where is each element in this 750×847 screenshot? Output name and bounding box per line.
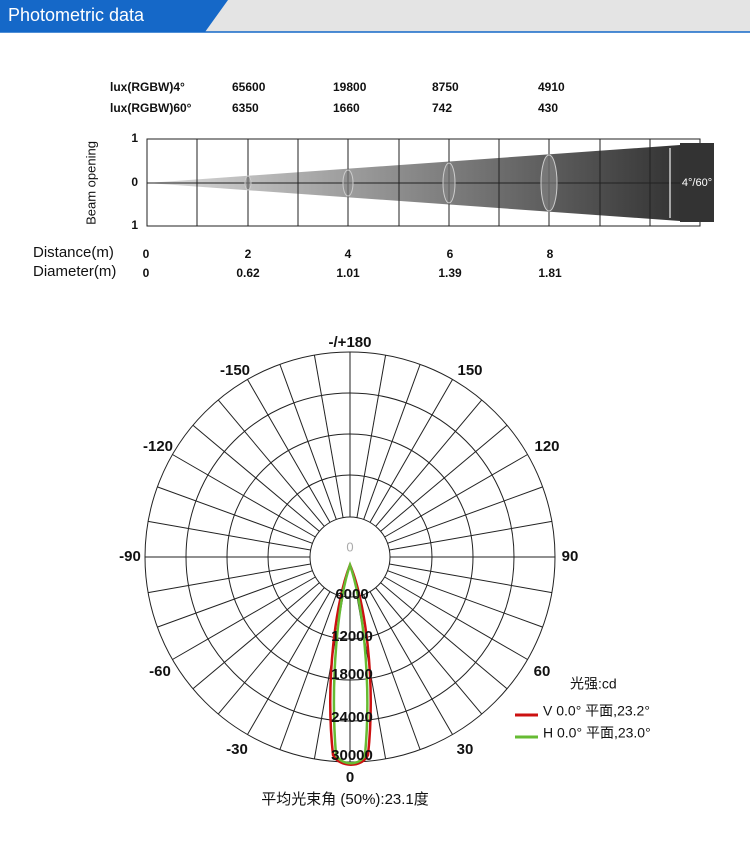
polar-spoke: [247, 591, 331, 735]
beam-diagram: 4°/60° Beam opening Distance(m) Diameter…: [33, 138, 714, 280]
angle-label: 90: [562, 548, 579, 565]
diameter: 1.81: [538, 266, 562, 280]
radial-label: 30000: [331, 747, 373, 764]
polar-spoke: [217, 399, 325, 527]
legend-entry: V 0.0° 平面,23.2°: [543, 703, 650, 719]
beam-axis-title: Beam opening: [83, 141, 98, 225]
radial-label: 18000: [331, 666, 373, 683]
polar-labels: -/+180 150 -150 120 -120 90 -90 60 -60 30 -30 0 0 600…: [119, 334, 578, 786]
radial-label: 12000: [331, 628, 373, 645]
polar-spoke: [172, 576, 316, 660]
angle-label: -90: [119, 548, 141, 565]
diameter: 0.62: [236, 266, 260, 280]
polar-spoke: [148, 520, 311, 551]
polar-spoke: [217, 587, 325, 715]
footer: 平均光束角 (50%):23.1度: [261, 791, 429, 808]
polar-chart: [144, 351, 556, 763]
polar-spoke: [363, 594, 421, 750]
header-title: Photometric data: [8, 5, 145, 25]
polar-spoke: [279, 594, 337, 750]
polar-spoke: [157, 486, 313, 544]
polar-spoke: [380, 582, 508, 690]
cell: 1660: [333, 101, 360, 115]
cell: 8750: [432, 80, 459, 94]
polar-spoke: [192, 424, 320, 532]
polar-spoke: [356, 355, 387, 518]
angle-label: -/+180: [329, 334, 372, 351]
distance: 0: [143, 247, 150, 261]
angle-label: 120: [534, 438, 559, 455]
beam-labels: 1 0 1 0 0 2 0.62 4 1.01 6 1.39 8 1.81: [131, 131, 562, 280]
angle-label: 60: [534, 663, 551, 680]
polar-spoke: [279, 364, 337, 520]
beam-ellipses: [244, 154, 558, 212]
cell: 6350: [232, 101, 259, 115]
radial-label: 6000: [335, 586, 368, 603]
polar-spoke: [389, 520, 552, 551]
diameter-label: Diameter(m): [33, 263, 116, 280]
center-label: 0: [346, 539, 353, 554]
polar-spoke: [384, 454, 528, 538]
polar-spoke: [172, 454, 316, 538]
beam-end: [680, 143, 714, 222]
angle-label: -60: [149, 663, 171, 680]
radial-label: 24000: [331, 709, 373, 726]
polar-spoke: [387, 570, 543, 628]
polar-spoke: [369, 379, 453, 523]
polar-spoke: [375, 587, 483, 715]
polar-unit: 光强:cd: [570, 676, 617, 692]
polar-spoke: [157, 570, 313, 628]
polar-spoke: [380, 424, 508, 532]
beam-axis-label: 1: [131, 131, 138, 145]
polar-spoke: [369, 591, 453, 735]
row-label: lux(RGBW)60°: [110, 101, 192, 115]
cell: 4910: [538, 80, 565, 94]
distance: 6: [447, 247, 454, 261]
legend-entry: H 0.0° 平面,23.0°: [543, 725, 651, 741]
diameter: 0: [143, 266, 150, 280]
cell: 19800: [333, 80, 367, 94]
polar-spoke: [387, 486, 543, 544]
polar-spoke: [384, 576, 528, 660]
cell: 742: [432, 101, 452, 115]
polar-spoke: [192, 582, 320, 690]
diameter: 1.39: [438, 266, 462, 280]
beam-axis-label: 1: [131, 218, 138, 232]
distance: 2: [245, 247, 252, 261]
polar-spoke: [313, 355, 344, 518]
angle-label: -30: [226, 741, 248, 758]
beam-axis-label: 0: [131, 175, 138, 189]
distance-label: Distance(m): [33, 244, 114, 261]
polar-spoke: [389, 563, 552, 594]
polar-spoke: [247, 379, 331, 523]
distance: 8: [547, 247, 554, 261]
header-tab: [0, 0, 228, 32]
polar-spoke: [375, 399, 483, 527]
angle-label: -120: [143, 438, 173, 455]
polar-spoke: [363, 364, 421, 520]
cell: 65600: [232, 80, 266, 94]
curve-v: [329, 561, 372, 766]
beam-angle: 4°/60°: [682, 177, 712, 189]
diameter: 1.01: [336, 266, 360, 280]
distance: 4: [345, 247, 352, 261]
polar-spoke: [148, 563, 311, 594]
row-label: lux(RGBW)4°: [110, 80, 185, 94]
cell: 430: [538, 101, 558, 115]
lux-table: lux(RGBW)4° 65600 19800 8750 4910 lux(RGBW)60…: [110, 80, 565, 115]
curve-h: [332, 561, 369, 765]
angle-label: 30: [457, 741, 474, 758]
angle-label: 0: [346, 769, 354, 786]
angle-label: -150: [220, 362, 250, 379]
angle-label: 150: [457, 362, 482, 379]
